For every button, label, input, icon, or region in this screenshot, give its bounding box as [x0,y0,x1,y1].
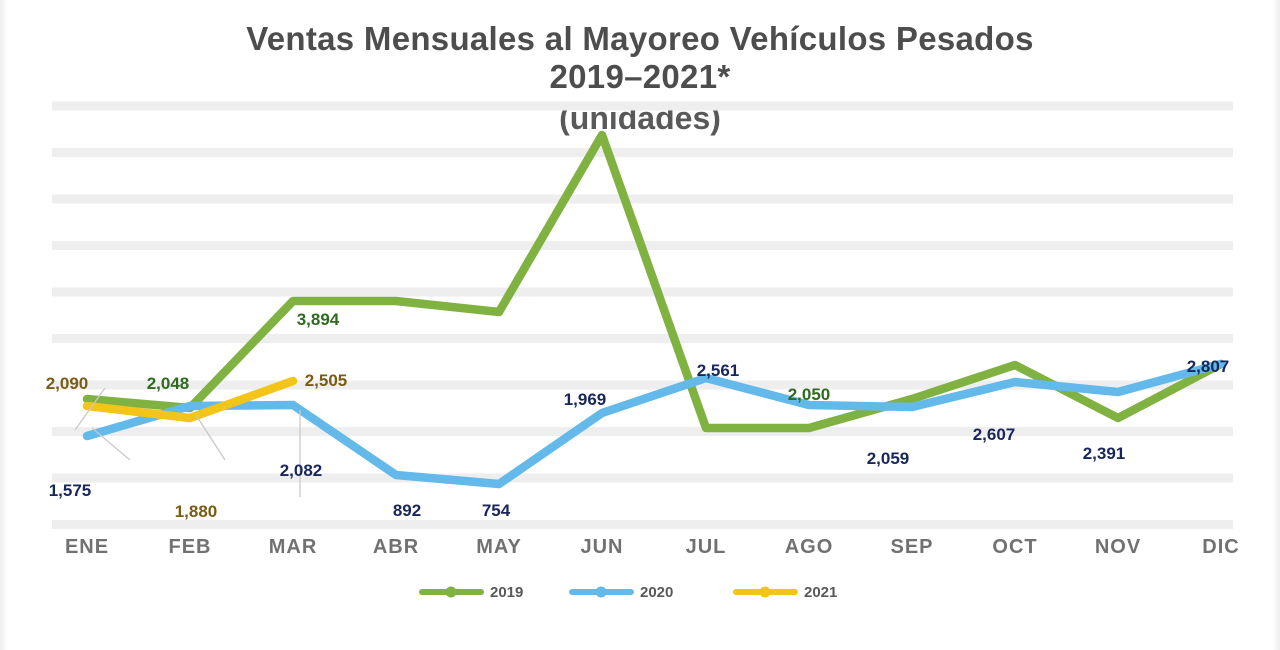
svg-text:2,505: 2,505 [305,371,348,390]
svg-text:NOV: NOV [1095,536,1141,558]
svg-text:2,561: 2,561 [697,361,740,380]
svg-text:JUL: JUL [686,536,727,558]
svg-text:754: 754 [482,501,511,520]
svg-text:2,050: 2,050 [788,385,831,404]
svg-text:2,607: 2,607 [973,425,1016,444]
svg-text:1,575: 1,575 [49,481,92,500]
svg-text:892: 892 [393,501,421,520]
svg-text:FEB: FEB [169,536,212,558]
svg-text:3,894: 3,894 [297,310,340,329]
svg-text:JUN: JUN [580,536,623,558]
svg-text:2,082: 2,082 [280,461,323,480]
svg-text:2,059: 2,059 [867,449,910,468]
svg-text:OCT: OCT [992,536,1037,558]
svg-text:2020: 2020 [640,584,673,601]
svg-text:MAY: MAY [476,536,522,558]
svg-text:DIC: DIC [1202,536,1239,558]
svg-text:MAR: MAR [269,536,318,558]
svg-text:AGO: AGO [785,536,834,558]
svg-text:2,807: 2,807 [1187,357,1230,376]
svg-text:1,880: 1,880 [175,502,218,521]
svg-text:1,969: 1,969 [564,390,607,409]
svg-text:2,090: 2,090 [46,374,89,393]
svg-text:SEP: SEP [890,536,933,558]
svg-text:2019: 2019 [490,584,523,601]
svg-text:2,391: 2,391 [1083,444,1126,463]
svg-text:2021: 2021 [804,584,837,601]
svg-text:ABR: ABR [373,536,419,558]
svg-text:2,048: 2,048 [147,374,190,393]
svg-text:ENE: ENE [65,536,109,558]
